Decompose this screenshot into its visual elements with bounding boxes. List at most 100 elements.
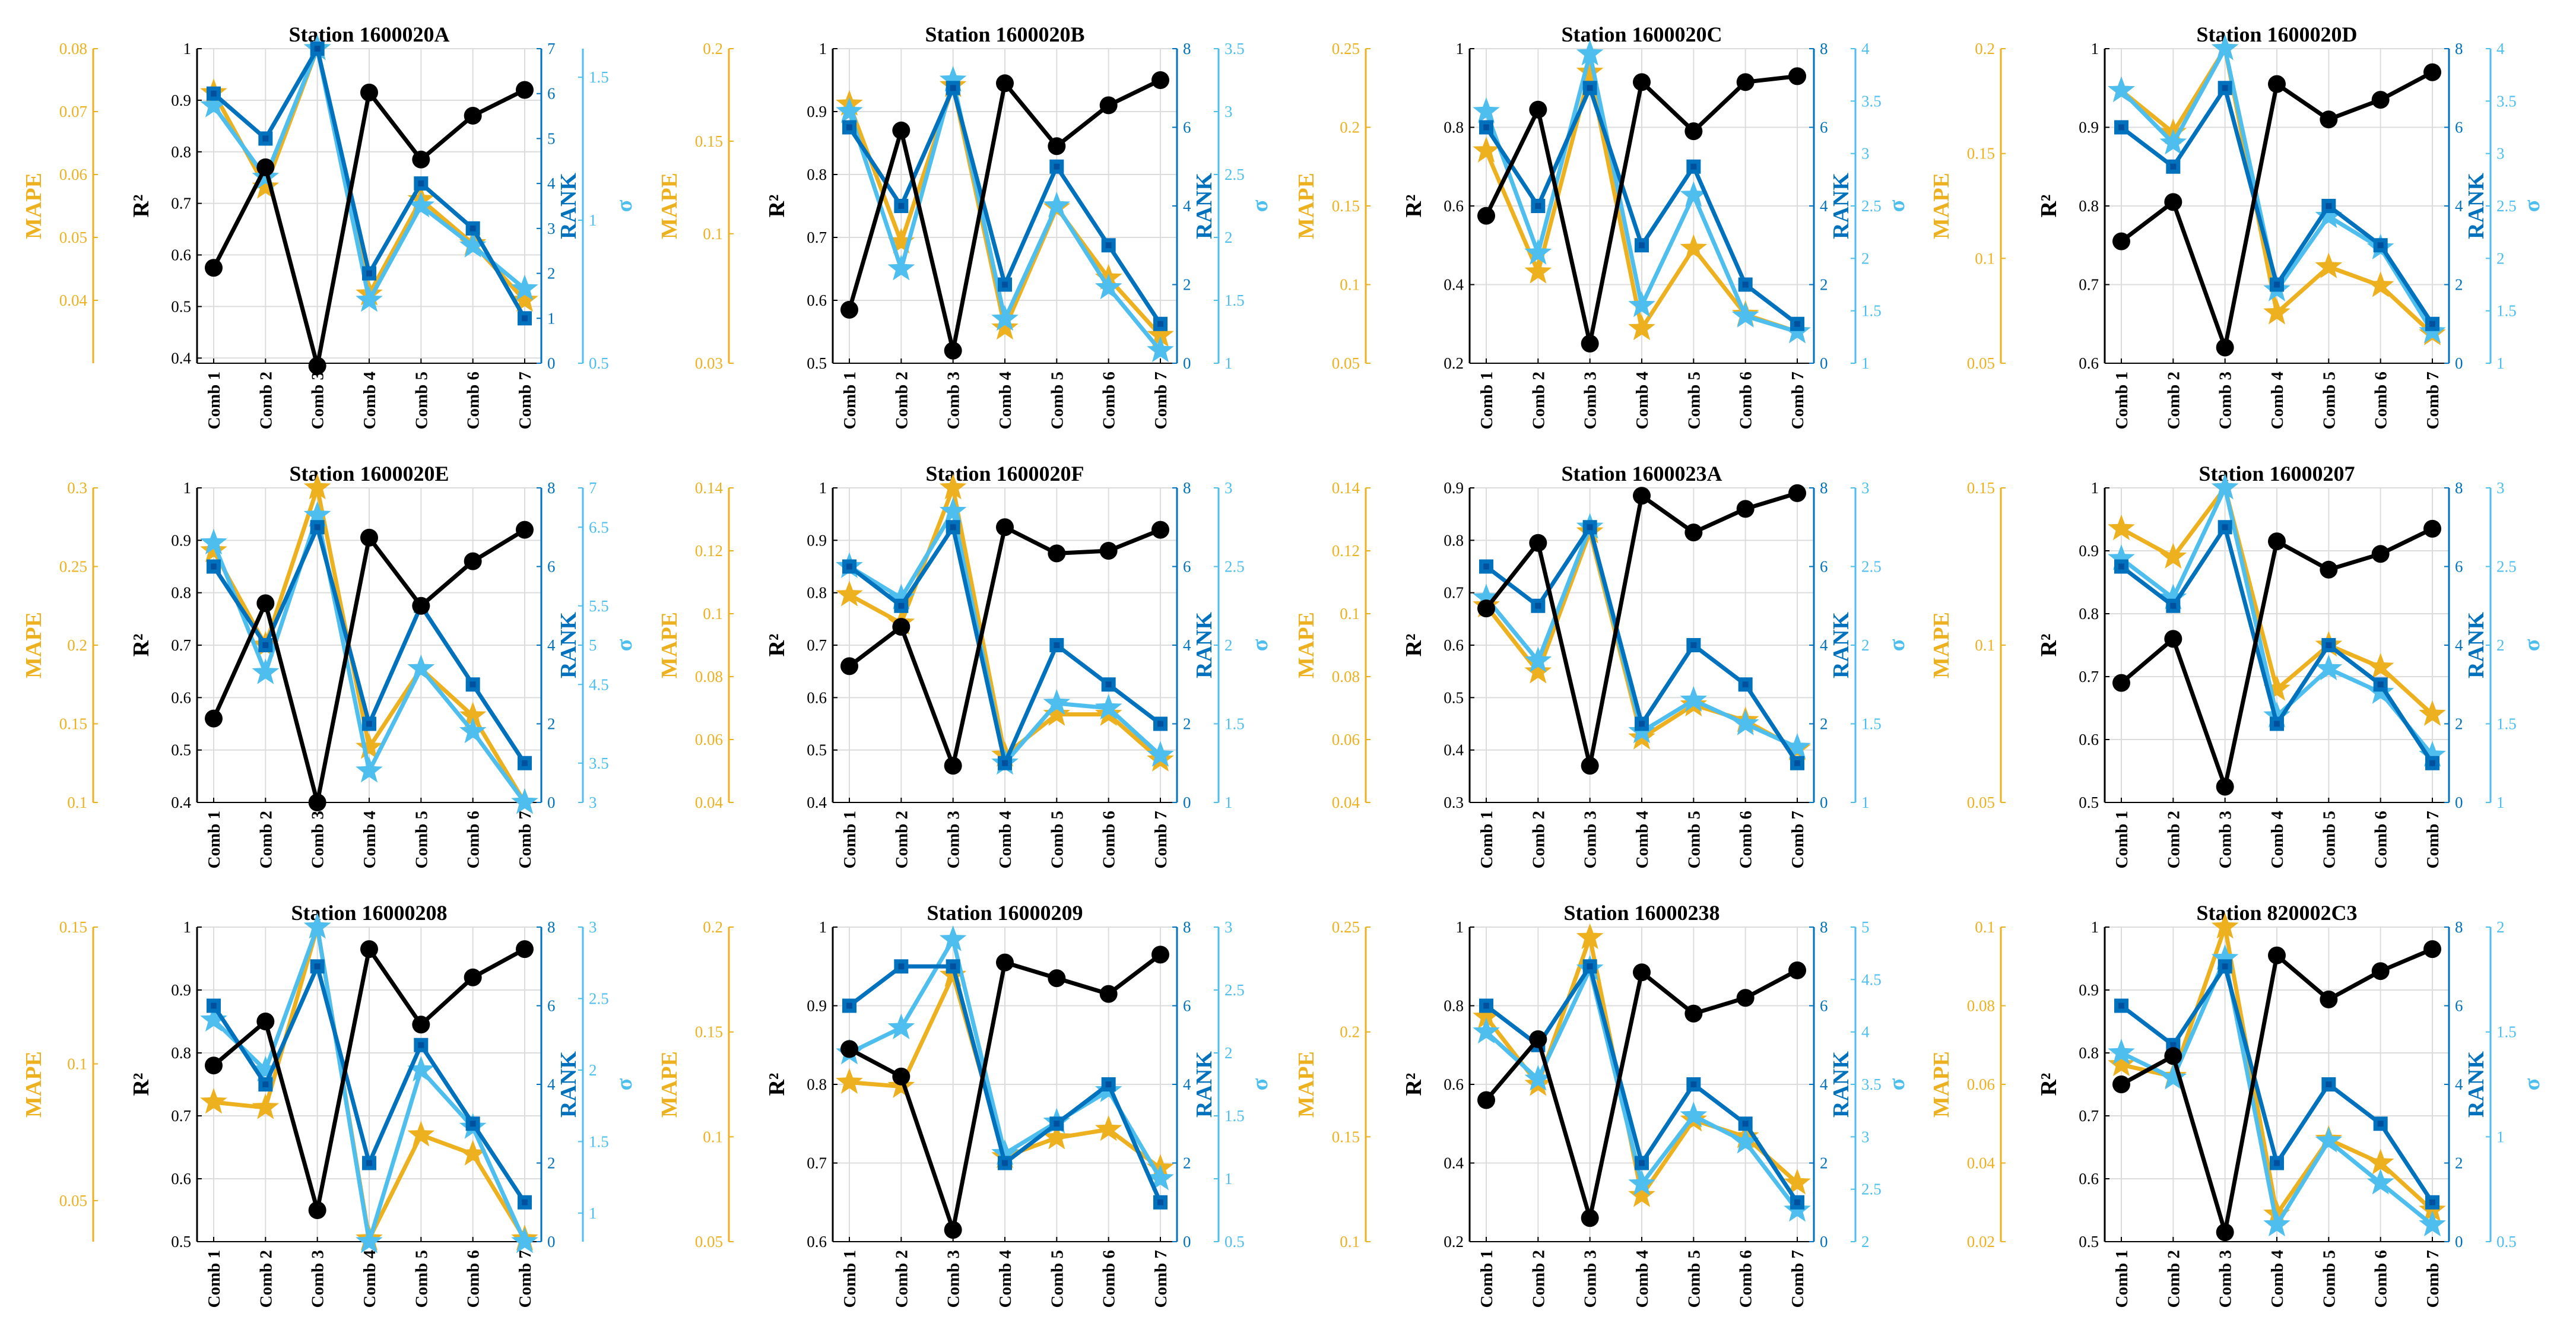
rank-tick-label: 4	[2455, 197, 2463, 215]
sigma-tick-label: 4	[2496, 40, 2505, 58]
rank-data-point-inner	[1690, 163, 1697, 170]
rank-tick-label: 4	[1820, 636, 1828, 654]
mape-tick-label: 0.12	[695, 542, 723, 560]
sigma-axis-title: σ	[1248, 639, 1273, 651]
x-tick-label: Comb 4	[2268, 811, 2287, 868]
r2-data-point	[840, 300, 858, 319]
mape-data-point	[1095, 1115, 1122, 1141]
chart-title: Station 1600020E	[289, 462, 449, 486]
mape-data-point	[2211, 913, 2239, 939]
r2-tick-label: 1	[183, 479, 192, 497]
rank-data-point-inner	[211, 1002, 217, 1009]
sigma-tick-label: 1.5	[2496, 302, 2517, 320]
mape-data-point	[836, 1068, 863, 1094]
rank-data-point-inner	[898, 203, 905, 209]
x-tick-label: Comb 2	[256, 811, 275, 868]
rank-data-point-inner	[2326, 203, 2332, 209]
r2-data-point	[360, 940, 378, 959]
x-tick-label: Comb 7	[516, 372, 535, 429]
r2-data-point	[2320, 110, 2338, 129]
rank-axis-title: RANK	[2464, 612, 2489, 678]
rank-tick-label: 8	[1820, 918, 1828, 936]
r2-data-point	[2164, 193, 2182, 211]
mape-data-point	[200, 537, 227, 563]
sigma-tick-label: 3.5	[2496, 92, 2517, 110]
sigma-data-point	[1147, 336, 1174, 363]
mape-data-point	[1473, 1002, 1500, 1029]
rank-tick-label: 0	[2455, 354, 2463, 372]
sigma-data-point	[356, 286, 383, 312]
sigma-data-point	[939, 66, 967, 92]
r2-data-point	[1633, 73, 1651, 91]
mape-tick-label: 0.2	[703, 918, 723, 936]
rank-data-point-inner	[1794, 321, 1800, 327]
sigma-tick-label: 5	[1861, 918, 1870, 936]
x-tick-label: Comb 2	[892, 1250, 911, 1308]
x-tick-label: Comb 3	[944, 811, 963, 868]
sigma-tick-label: 2.5	[1861, 197, 1882, 215]
x-tick-label: Comb 1	[840, 811, 859, 868]
r2-tick-label: 0.5	[171, 297, 191, 315]
rank-axis-title: RANK	[556, 173, 581, 239]
rank-data-point-inner	[262, 642, 269, 648]
r2-tick-label: 0.9	[2079, 542, 2099, 560]
rank-tick-label: 0	[547, 1233, 556, 1251]
mape-data-point	[511, 286, 538, 312]
r2-tick-label: 0.9	[807, 997, 827, 1015]
rank-data-point-inner	[1157, 321, 1163, 327]
mape-tick-label: 0.1	[703, 1128, 723, 1146]
mape-data-point	[1628, 314, 1655, 341]
mape-data-point	[459, 1140, 487, 1166]
mape-data-point	[1524, 658, 1552, 684]
mape-data-point	[1784, 1169, 1811, 1195]
rank-data-point-inner	[2377, 681, 2384, 688]
rank-tick-label: 2	[547, 715, 556, 733]
x-tick-label: Comb 4	[2268, 372, 2287, 429]
sigma-data-point	[407, 654, 435, 681]
r2-tick-label: 1	[1456, 918, 1464, 936]
sigma-axis-title: σ	[612, 199, 637, 212]
x-tick-label: Comb 4	[360, 1250, 379, 1308]
r2-data-point	[360, 528, 378, 547]
r2-tick-label: 0.8	[171, 1044, 191, 1062]
x-tick-label: Comb 6	[1100, 811, 1119, 868]
mape-data-point	[200, 1088, 227, 1114]
r2-tick-label: 0.9	[2079, 981, 2099, 999]
rank-tick-label: 6	[1183, 558, 1191, 576]
sigma-axis-title: σ	[2520, 1078, 2545, 1090]
rank-data-point-inner	[1742, 1121, 1749, 1127]
sigma-tick-label: 2	[1861, 249, 1870, 267]
rank-data-point-inner	[522, 1199, 528, 1205]
x-tick-label: Comb 2	[1529, 811, 1548, 868]
rank-axis-title: RANK	[2464, 173, 2489, 239]
sigma-data-point	[1524, 239, 1552, 265]
rank-tick-label: 4	[1183, 636, 1191, 654]
r2-data-point	[256, 158, 275, 176]
rank-tick-label: 2	[2455, 1154, 2463, 1172]
x-tick-label: Comb 7	[1151, 372, 1170, 429]
x-tick-label: Comb 2	[256, 1250, 275, 1308]
r2-data-point	[2423, 519, 2441, 538]
mape-tick-label: 0.06	[59, 166, 87, 183]
rank-tick-label: 0	[1820, 794, 1828, 811]
r2-data-point	[2216, 778, 2234, 796]
sigma-axis-title: σ	[1885, 639, 1909, 651]
x-tick-label: Comb 1	[205, 1250, 224, 1308]
sigma-data-point	[356, 1227, 383, 1254]
sigma-data-point	[1680, 181, 1708, 207]
x-tick-label: Comb 2	[2164, 811, 2183, 868]
rank-tick-label: 6	[1820, 997, 1828, 1015]
chart-title: Station 16000209	[927, 901, 1083, 925]
sigma-tick-label: 4.5	[589, 675, 609, 693]
sigma-data-point	[1524, 1065, 1552, 1091]
rank-tick-label: 8	[1820, 40, 1828, 58]
mape-axis-title: MAPE	[1929, 612, 1954, 678]
rank-tick-label: 0	[2455, 794, 2463, 811]
r2-data-point	[2371, 962, 2390, 981]
r2-data-point	[2268, 75, 2286, 93]
mape-tick-label: 0.1	[67, 794, 87, 811]
sigma-data-point	[1043, 192, 1071, 218]
chart-title: Station 16000238	[1563, 901, 1720, 925]
sigma-data-point	[2263, 1210, 2291, 1237]
mape-tick-label: 0.14	[695, 479, 724, 497]
